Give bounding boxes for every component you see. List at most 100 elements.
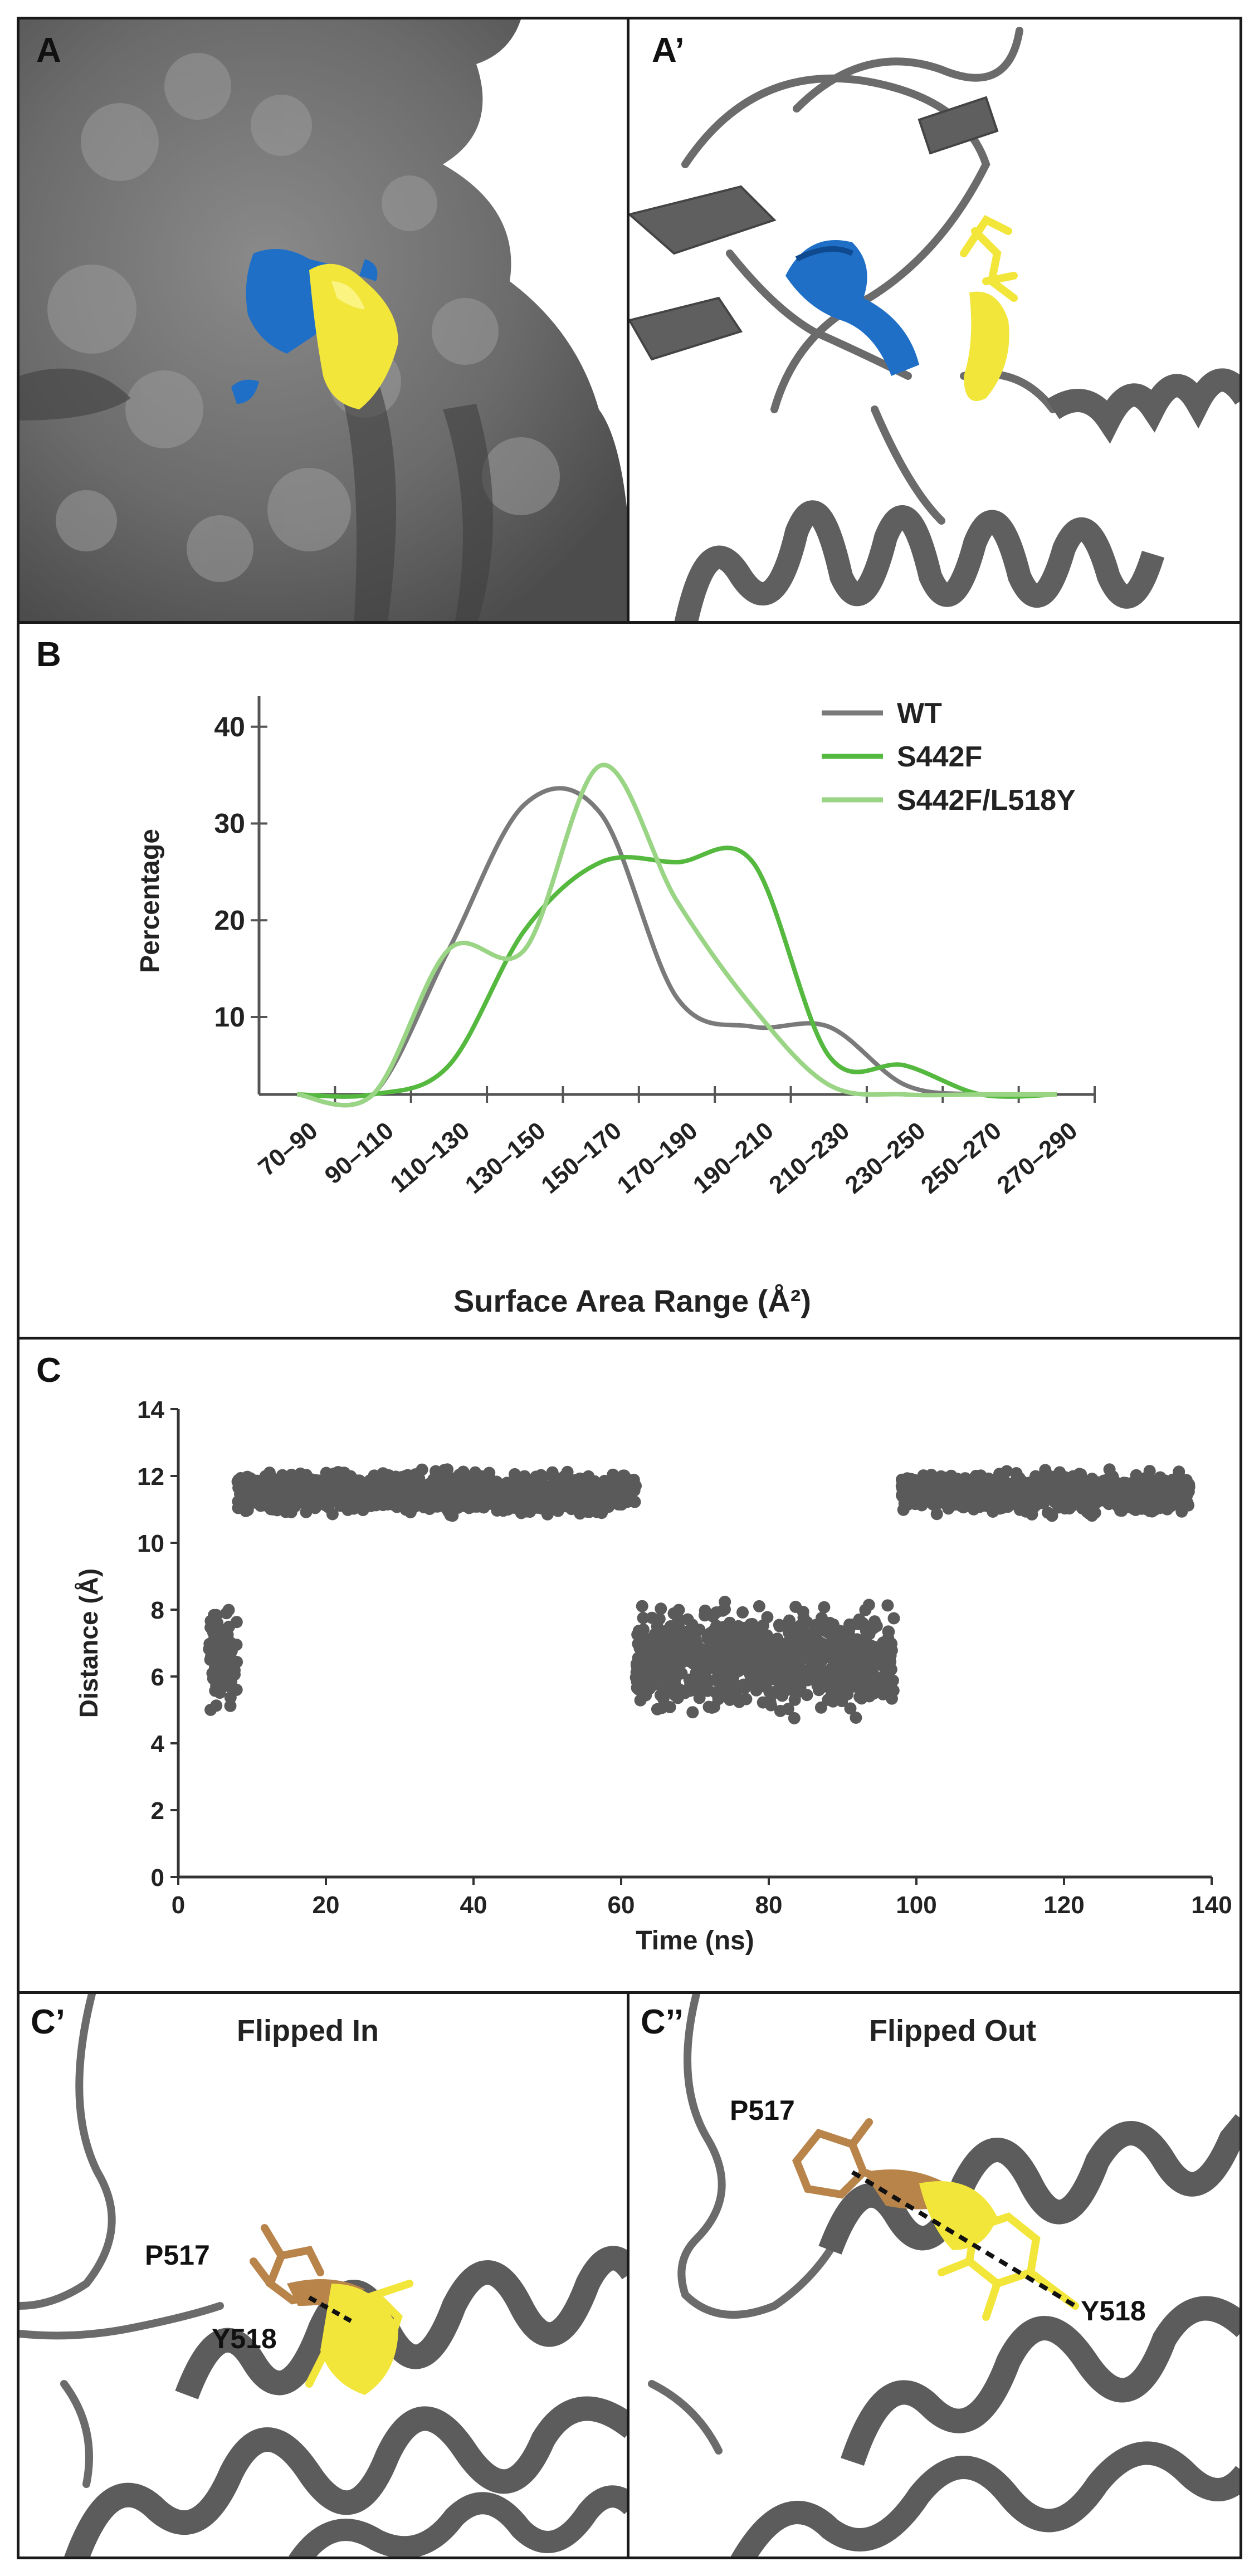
y-tick-label: 4: [151, 1731, 165, 1758]
scatter-point: [930, 1508, 943, 1521]
scatter-point: [266, 1483, 279, 1495]
scatter-point: [213, 1675, 226, 1688]
scatter-point: [844, 1702, 857, 1715]
scatter-point: [242, 1492, 255, 1505]
y-tick-label: 6: [151, 1664, 164, 1691]
scatter-point: [220, 1607, 233, 1620]
scatter-point: [358, 1499, 371, 1512]
scatter-point: [472, 1487, 485, 1500]
scatter-point: [668, 1689, 681, 1702]
scatter-point: [884, 1649, 897, 1662]
x-tick-label: 150–170: [536, 1117, 627, 1199]
series-line-wt: [296, 786, 1057, 1108]
scatter-point: [911, 1493, 924, 1506]
scatter-point: [634, 1694, 647, 1707]
x-tick-label: 20: [313, 1891, 340, 1919]
scatter-point: [1121, 1496, 1134, 1509]
panel-c-prime: C’ Flipped In: [17, 1991, 630, 2559]
scatter-point: [868, 1615, 881, 1628]
scatter-point: [757, 1696, 769, 1709]
scatter-point: [936, 1484, 949, 1497]
scatter-point: [883, 1671, 896, 1684]
panel-c-double-prime-label: C’’: [641, 2003, 684, 2041]
scatter-point: [784, 1634, 797, 1646]
scatter-point: [297, 1481, 310, 1494]
scatter-point: [699, 1604, 711, 1617]
panel-c-double-prime: C’’ Flipped Out: [627, 1991, 1242, 2559]
scatter-point: [717, 1635, 730, 1648]
scatter-point: [510, 1487, 523, 1499]
y-axis-label: Percentage: [135, 829, 165, 973]
scatter-point: [948, 1493, 961, 1505]
scatter-point: [361, 1485, 374, 1498]
scatter-point: [526, 1489, 539, 1502]
legend-label: WT: [897, 697, 942, 730]
scatter-point: [438, 1500, 451, 1513]
scatter-point: [432, 1484, 445, 1497]
yellow-residue: [960, 214, 1018, 401]
scatter-point: [874, 1643, 887, 1655]
scatter-point: [1081, 1485, 1094, 1497]
scatter-point: [255, 1486, 267, 1499]
scatter-point: [1042, 1506, 1054, 1519]
scatter-point: [1130, 1469, 1143, 1482]
scatter-point: [678, 1684, 691, 1697]
scatter-point: [864, 1680, 877, 1693]
panel-c-prime-label: C’: [31, 2003, 65, 2041]
scatter-point: [1118, 1477, 1130, 1489]
x-tick-label: 250–270: [916, 1117, 1007, 1199]
scatter-point: [759, 1680, 772, 1693]
surface-area-chart: 1020304070–9090–110110–130130–150150–170…: [135, 696, 1096, 1318]
panel-a-label: A: [36, 31, 61, 70]
scatter-point: [740, 1693, 753, 1705]
scatter-point: [411, 1469, 423, 1482]
flipped-out-title: Flipped Out: [869, 2014, 1036, 2047]
y518-residue: [305, 2280, 413, 2395]
legend-label: S442F: [897, 741, 982, 773]
flipped-in-p517-label: P517: [145, 2240, 210, 2271]
y-tick-label: 14: [137, 1396, 164, 1424]
scatter-point: [224, 1699, 237, 1712]
panel-b-label: B: [36, 636, 61, 674]
scatter-point: [483, 1495, 496, 1508]
scatter-point: [833, 1624, 846, 1637]
scatter-point: [544, 1488, 557, 1501]
scatter-point: [311, 1474, 324, 1487]
panel-a-prime-label: A’: [652, 31, 685, 70]
scatter-point: [249, 1475, 262, 1488]
x-tick-label: 140: [1191, 1891, 1232, 1919]
panel-b: B 10 20 30 40 70–90 90–110 110–130 130–150 150–1…: [17, 621, 1242, 1340]
scatter-point: [990, 1472, 1003, 1485]
scatter-point: [1029, 1470, 1042, 1483]
scatter-point: [1034, 1493, 1047, 1505]
scatter-point: [1103, 1463, 1116, 1476]
scatter-point: [556, 1486, 569, 1499]
x-axis-label: Time (ns): [636, 1926, 754, 1956]
scatter-point: [757, 1637, 770, 1650]
scatter-point: [808, 1654, 821, 1666]
scatter-point: [782, 1658, 794, 1670]
scatter-point: [694, 1675, 706, 1688]
scatter-point: [225, 1653, 238, 1665]
x-tick-label: 70–90: [253, 1117, 323, 1181]
scatter-point: [762, 1660, 774, 1673]
scatter-point: [726, 1680, 739, 1693]
scatter-point: [699, 1664, 711, 1676]
scatter-point: [1136, 1493, 1149, 1505]
scatter-point: [807, 1638, 819, 1651]
flipped-out-structure: [648, 1994, 1240, 2557]
scatter-point: [621, 1490, 634, 1503]
scatter-point: [817, 1624, 830, 1636]
scatter-point: [1089, 1507, 1101, 1519]
scatter-point: [320, 1467, 333, 1480]
scatter-point: [840, 1633, 852, 1646]
x-tick-label: 210–230: [764, 1117, 855, 1199]
x-tick-label: 170–190: [612, 1117, 703, 1199]
x-tick-label: 40: [460, 1891, 487, 1919]
scatter-point: [548, 1503, 561, 1516]
y-axis-label: Distance (Å): [74, 1568, 103, 1718]
scatter-point: [776, 1641, 789, 1654]
scatter-point: [862, 1652, 875, 1665]
scatter-point: [1011, 1488, 1023, 1501]
scatter-point: [567, 1489, 579, 1502]
